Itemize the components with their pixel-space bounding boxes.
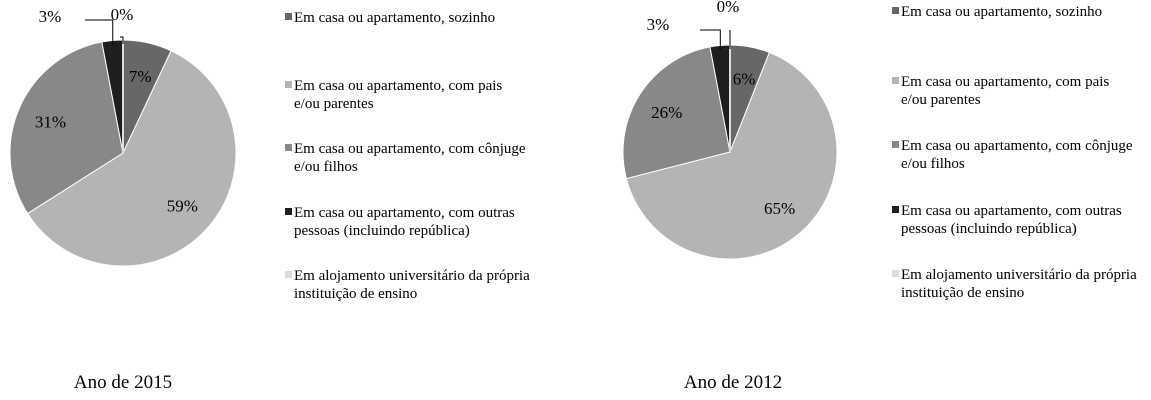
legend-swatch	[285, 144, 292, 151]
legend-label: Em casa ou apartamento, com outras pessoa…	[294, 205, 515, 239]
data-label: 3%	[39, 7, 62, 26]
legend-label: Em casa ou apartamento, com pais e/ou par…	[294, 78, 502, 112]
pie-slice	[625, 51, 838, 260]
pie-slice	[9, 41, 124, 215]
leader-line	[120, 36, 124, 44]
legend-label: Em casa ou apartamento, sozinho	[294, 10, 495, 26]
legend-swatch	[285, 271, 292, 278]
legend-swatch	[285, 208, 292, 215]
legend-swatch	[892, 141, 899, 148]
legend-swatch	[285, 81, 292, 88]
data-label: 6%	[733, 69, 756, 88]
data-label: 26%	[651, 103, 682, 122]
legend-swatch	[892, 206, 899, 213]
legend-label: Em casa ou apartamento, com outras pessoa…	[901, 203, 1122, 237]
data-label: 65%	[764, 199, 795, 218]
legend-label: Em alojamento universitário da própria in…	[294, 268, 530, 302]
leader-line	[700, 29, 721, 50]
legend-label: Em casa ou apartamento, sozinho	[901, 4, 1102, 20]
legend-swatch	[285, 13, 292, 20]
legend-label: Em casa ou apartamento, com cônjuge e/ou …	[294, 141, 526, 175]
pie-slice	[26, 50, 237, 267]
legend: Em casa ou apartamento, sozinho Em casa o…	[285, 10, 530, 302]
data-label: 3%	[647, 15, 670, 34]
data-label: 59%	[167, 196, 198, 215]
legend-label: Em casa ou apartamento, com pais e/ou par…	[901, 74, 1109, 108]
legend-label: Em alojamento universitário da própria in…	[901, 267, 1137, 301]
chart-title: Ano de 2012	[684, 372, 782, 393]
legend-swatch	[892, 77, 899, 84]
pie-slice	[622, 46, 731, 180]
chart-title: Ano de 2015	[74, 372, 172, 393]
leader-line	[85, 19, 114, 45]
chart: 7% 59% 31% 3% 0% Em casa ou apartamento, sozi…	[9, 5, 530, 393]
legend: Em casa ou apartamento, sozinho Em casa o…	[892, 4, 1137, 301]
data-label: 7%	[129, 67, 152, 86]
legend-label: Em casa ou apartamento, com cônjuge e/ou …	[901, 138, 1133, 172]
chart: 6% 65% 26% 3% 0% Em casa ou apartamento, sozi…	[622, 0, 1137, 393]
legend-swatch	[892, 7, 899, 14]
data-label: 31%	[35, 113, 66, 132]
legend-swatch	[892, 270, 899, 277]
data-label: 0%	[717, 0, 740, 16]
data-label: 0%	[111, 5, 134, 24]
